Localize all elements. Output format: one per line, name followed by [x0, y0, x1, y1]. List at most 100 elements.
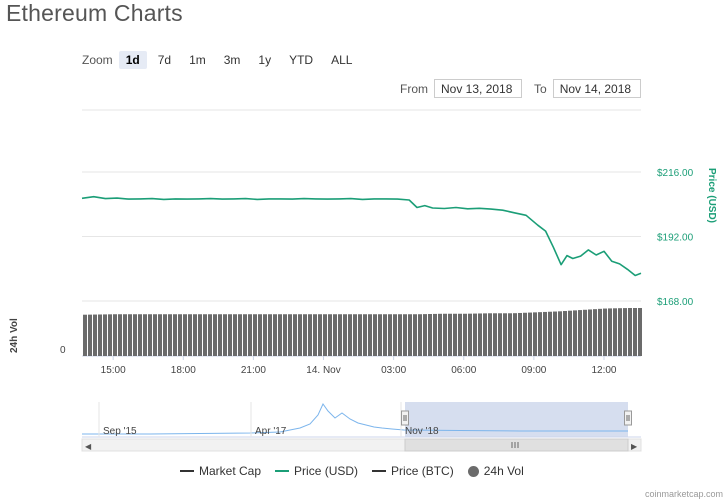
legend-24h-vol[interactable]: 24h Vol	[467, 464, 524, 478]
volume-bar	[193, 314, 197, 356]
x-tick-label: 03:00	[381, 365, 406, 376]
navigator-tick-label: Apr '17	[255, 426, 287, 437]
scrollbar-thumb	[404, 438, 629, 452]
zoom-3m-button[interactable]: 3m	[223, 53, 241, 67]
volume-bar	[303, 314, 307, 356]
volume-bar	[88, 314, 92, 356]
zoom-control: Zoom 1d 7d 1m 3m 1y YTD ALL	[82, 50, 363, 70]
volume-bar	[203, 314, 207, 356]
zoom-1y-button[interactable]: 1y	[258, 53, 272, 67]
volume-bar	[518, 312, 522, 356]
volume-bar	[283, 314, 287, 356]
volume-bar	[443, 313, 447, 356]
volume-bar	[363, 314, 367, 356]
volume-bar	[123, 314, 127, 356]
volume-bar	[298, 314, 302, 356]
handle-body	[624, 410, 632, 426]
volume-bar	[313, 314, 317, 356]
volume-bar	[258, 314, 262, 356]
volume-bar	[83, 314, 87, 356]
volume-bar	[418, 314, 422, 356]
volume-bar	[638, 308, 642, 356]
volume-bar	[173, 314, 177, 356]
navigator-scrollbar[interactable]: ◀ ▶	[81, 438, 642, 452]
scroll-right-arrow-icon[interactable]: ▶	[631, 442, 638, 451]
to-date-input[interactable]: Nov 14, 2018	[552, 79, 641, 98]
x-tick-label: 06:00	[451, 365, 476, 376]
volume-bar	[138, 314, 142, 356]
from-date-input[interactable]: Nov 13, 2018	[434, 79, 522, 98]
navigator-left-handle[interactable]	[401, 410, 409, 426]
zoom-all-button[interactable]: ALL	[331, 53, 353, 67]
legend-label: Market Cap	[199, 464, 262, 478]
x-tick-label: 15:00	[101, 365, 126, 376]
volume-bar	[233, 314, 237, 356]
volume-bar	[328, 314, 332, 356]
volume-bar	[188, 314, 192, 356]
chart-legend: Market Cap Price (USD) Price (BTC) 24h V…	[180, 464, 538, 478]
volume-bar	[508, 313, 512, 356]
volume-bar	[538, 312, 542, 356]
scroll-left-arrow-icon[interactable]: ◀	[85, 442, 92, 451]
volume-bar	[558, 311, 562, 356]
volume-bar	[378, 314, 382, 356]
volume-bar	[478, 313, 482, 356]
volume-bar	[383, 314, 387, 356]
legend-market-cap[interactable]: Market Cap	[180, 464, 261, 478]
volume-bar	[353, 314, 357, 356]
volume-bar	[333, 314, 337, 356]
price-axis-title: Price (USD)	[706, 168, 717, 223]
volume-bar	[273, 314, 277, 356]
volume-bar	[393, 314, 397, 356]
volume-bar	[308, 314, 312, 356]
volume-bar	[368, 314, 372, 356]
volume-bar	[98, 314, 102, 356]
volume-bar	[548, 311, 552, 356]
legend-label: 24h Vol	[483, 464, 524, 478]
zoom-ytd-button[interactable]: YTD	[289, 53, 314, 67]
price-usd-line	[81, 195, 642, 277]
volume-tick-label: 0	[60, 345, 66, 356]
volume-bar	[248, 314, 252, 356]
credit-link[interactable]: coinmarketcap.com	[644, 489, 723, 499]
volume-bar	[148, 314, 152, 356]
volume-bar	[208, 314, 212, 356]
volume-bar	[223, 314, 227, 356]
price-tick-label: $216.00	[657, 168, 694, 179]
volume-bar	[323, 314, 327, 356]
volume-bar	[358, 314, 362, 356]
volume-bar	[108, 314, 112, 356]
volume-bar	[403, 314, 407, 356]
volume-bar	[438, 313, 442, 356]
volume-bar	[533, 312, 537, 356]
volume-bar	[103, 314, 107, 356]
volume-bar	[448, 313, 452, 356]
zoom-1d-button[interactable]: 1d	[118, 51, 147, 69]
page-title: Ethereum Charts	[6, 0, 183, 26]
navigator-right-handle[interactable]	[624, 410, 632, 426]
volume-bar	[253, 314, 257, 356]
volume-bar	[578, 310, 582, 356]
legend-line-icon	[180, 470, 194, 472]
legend-dot-icon	[467, 465, 479, 477]
volume-bar	[228, 314, 232, 356]
volume-axis-title: 24h Vol	[9, 318, 20, 353]
legend-line-icon	[275, 470, 290, 472]
volume-bar	[568, 310, 572, 356]
x-tick-label: 14. Nov	[306, 365, 340, 376]
price-tick-label: $168.00	[657, 297, 694, 308]
volume-bar	[128, 314, 132, 356]
legend-price-usd[interactable]: Price (USD)	[275, 464, 358, 478]
volume-bar	[608, 308, 612, 356]
volume-bar	[113, 314, 117, 356]
volume-bar	[483, 313, 487, 356]
volume-bar	[543, 311, 547, 356]
volume-bar	[238, 314, 242, 356]
legend-price-btc[interactable]: Price (BTC)	[372, 464, 454, 478]
volume-bar	[373, 314, 377, 356]
to-label: To	[534, 81, 547, 96]
price-tick-label: $192.00	[657, 233, 694, 244]
volume-bar	[398, 314, 402, 356]
zoom-7d-button[interactable]: 7d	[157, 53, 172, 67]
zoom-1m-button[interactable]: 1m	[189, 53, 206, 67]
